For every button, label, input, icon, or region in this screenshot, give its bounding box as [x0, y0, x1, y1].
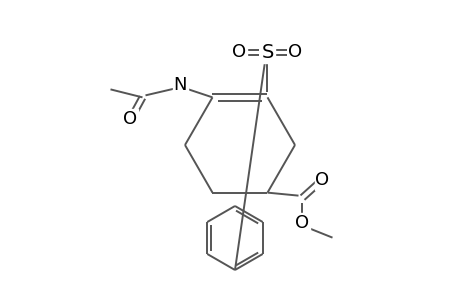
Text: S: S	[261, 43, 273, 62]
Text: N: N	[174, 76, 187, 94]
Text: O: O	[123, 110, 137, 128]
Text: O: O	[295, 214, 309, 232]
Text: O: O	[315, 171, 329, 189]
Text: O: O	[232, 44, 246, 62]
Text: O: O	[288, 44, 302, 62]
